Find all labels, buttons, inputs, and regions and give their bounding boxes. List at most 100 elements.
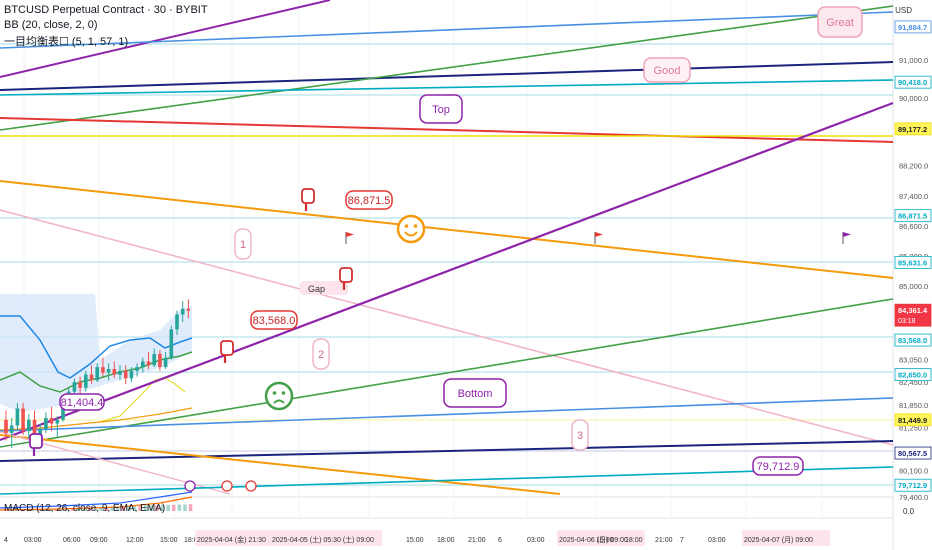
macd-bar (110, 506, 114, 511)
time-tick-label: 06:00 (63, 537, 81, 544)
macd-bar (60, 508, 64, 511)
ichimoku-indicator-label: 一目均衡表☐ (5, 1, 57, 1) (4, 36, 129, 48)
price-label-bg (894, 122, 932, 136)
candle-body (101, 367, 105, 373)
flag-icon-banner (346, 232, 354, 237)
callout-83568: 83,568.0 (250, 310, 298, 330)
price-tick-label: 85,000.0 (899, 282, 928, 291)
time-tick-label: 18:00 (625, 537, 643, 544)
smiley-icon-mouth (404, 231, 418, 237)
price-label-bg (894, 303, 932, 327)
trend-line-9 (0, 101, 894, 442)
macd-bar (121, 506, 126, 511)
trend-line-1 (0, 61, 894, 91)
top-callout-text: Top (432, 104, 450, 116)
price-tick-label: 90,000.0 (899, 94, 928, 103)
macd-bar (116, 506, 120, 511)
great-callout-box (817, 6, 863, 38)
smiley-icon-eye-left (404, 224, 409, 228)
macd-bar (9, 509, 14, 511)
wave-label-2-text: 2 (318, 349, 324, 361)
price-label-text: 90,418.0 (898, 78, 927, 87)
pointing-hand-icon-palm (29, 433, 43, 449)
macd-bar (166, 504, 170, 511)
macd-bar (188, 504, 193, 511)
price-tick-label: 82,450.0 (899, 378, 928, 387)
frown-icon-eye-left (272, 391, 277, 395)
candle-body (38, 429, 42, 435)
macd-bar (82, 507, 86, 511)
macd-bar (26, 509, 30, 511)
price-label: 91,884.7 (894, 20, 932, 34)
frown-icon (264, 381, 294, 411)
price-label: 81,449.9 (894, 413, 932, 427)
price-label: 82,650.0 (894, 368, 932, 382)
candle-body (27, 419, 31, 432)
macd-bar (183, 504, 187, 511)
flag-icon (345, 232, 354, 244)
pointing-hand-icon (29, 433, 43, 456)
macd-bar (43, 508, 47, 511)
macd-bar (177, 504, 182, 511)
macd-bar (37, 508, 42, 511)
candle-body (21, 408, 25, 432)
price-label: 84,361.4 03:18 (894, 303, 932, 327)
macd-bar (88, 507, 92, 511)
macd-bar (76, 507, 81, 511)
price-label-bg (894, 446, 932, 460)
price-label-bg (894, 478, 932, 492)
pointing-hand-icon (339, 267, 353, 290)
price-label: 80,567.5 (894, 446, 932, 460)
candle-body (141, 361, 145, 368)
time-tick-label: 2025-04-05 (土) 05:30 (土) 09:00 (272, 535, 374, 544)
price-tick-label: 81,250.0 (899, 423, 928, 432)
gap-label: Gap (308, 284, 325, 294)
flag-icon-banner (595, 232, 603, 237)
macd-bar (132, 505, 137, 511)
macd-bar (93, 507, 98, 511)
candle-body (32, 419, 37, 435)
candle-body (78, 382, 82, 388)
price-countdown-text: 03:18 (898, 318, 916, 325)
macd-bar (71, 507, 75, 511)
price-tick-label: 87,400.0 (899, 192, 928, 201)
frown-icon-outline (264, 381, 294, 411)
event-icon (221, 480, 233, 492)
time-tick-label: 15:00 (596, 537, 614, 544)
price-label-text: 85,631.6 (898, 258, 927, 267)
time-tick-label: 12:00 (126, 537, 144, 544)
price-label: 85,631.6 (894, 255, 932, 269)
callout-79712-box (752, 456, 804, 476)
good-callout-box (643, 57, 691, 83)
macd-bar (15, 509, 19, 511)
macd-signal-line (0, 496, 193, 511)
time-tick-label: 03:00 (24, 537, 42, 544)
candle-body (55, 419, 60, 424)
candle-body (89, 374, 94, 381)
candle-body (163, 357, 168, 368)
trend-line-13 (0, 434, 561, 495)
great-callout-text: Great (826, 17, 854, 29)
great-callout: Great (817, 6, 863, 38)
callout-81404-box (59, 393, 105, 411)
price-label-text: 81,449.9 (898, 416, 927, 425)
price-label-text: 86,871.5 (898, 212, 927, 221)
callout-83568-box (250, 310, 298, 330)
top-callout: Top (419, 94, 463, 124)
event-icon (245, 480, 257, 492)
date-highlight (742, 530, 830, 546)
macd-bar (65, 508, 70, 511)
callout-81404: 81,404.4 (59, 393, 105, 411)
candle-body (158, 353, 162, 368)
time-tick-label: 2025-04-04 (金) 21:30 (197, 535, 266, 544)
callout-81404-text: 81,404.4 (61, 397, 104, 409)
top-callout-box (419, 94, 463, 124)
price-label-text: 91,884.7 (898, 23, 927, 32)
bollinger-band-cloud (0, 294, 192, 412)
price-label-bg (894, 75, 932, 89)
flag-icon (842, 232, 851, 244)
frown-icon-eye-right (281, 391, 286, 395)
time-tick-label: 21:00 (655, 537, 673, 544)
